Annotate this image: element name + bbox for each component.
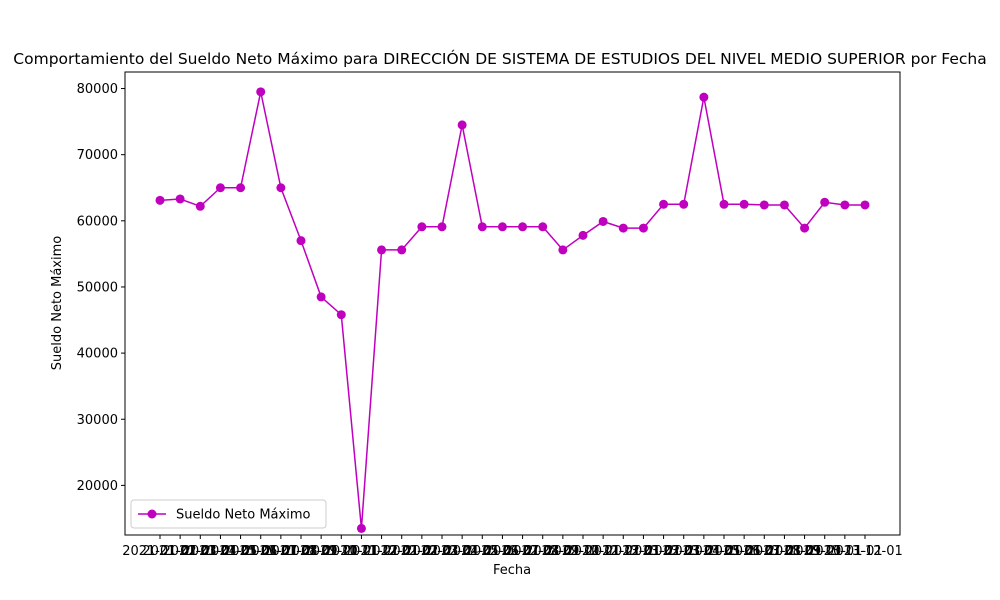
x-tick-label: 2021-09-01 <box>283 544 359 559</box>
data-point <box>356 523 366 533</box>
data-point <box>497 222 507 232</box>
x-tick-label: 2023-10-01 <box>787 544 863 559</box>
x-tick-label: 2021-08-01 <box>263 544 339 559</box>
data-point <box>417 222 427 232</box>
x-tick-label: 2022-11-01 <box>565 544 641 559</box>
data-point <box>195 201 205 211</box>
legend-label: Sueldo Neto Máximo <box>176 508 310 523</box>
x-tick-label: 2022-05-01 <box>445 544 521 559</box>
data-point <box>820 197 830 207</box>
x-tick-label: 2023-03-01 <box>646 544 722 559</box>
y-tick-label: 60000 <box>77 214 118 229</box>
data-point <box>155 195 165 205</box>
x-tick-label: 2022-10-01 <box>545 544 621 559</box>
x-tick-label: 2023-04-01 <box>666 544 742 559</box>
y-tick-label: 20000 <box>77 479 118 494</box>
series-layer <box>155 87 870 533</box>
plot-frame <box>124 71 901 536</box>
x-tick-label: 2021-07-01 <box>243 544 319 559</box>
x-tick-label: 2023-09-01 <box>767 544 843 559</box>
x-axis-label: Fecha <box>493 563 531 578</box>
x-tick-label: 2022-08-01 <box>505 544 581 559</box>
x-tick-label: 2023-02-01 <box>626 544 702 559</box>
data-point <box>759 200 769 210</box>
data-point <box>679 199 689 209</box>
data-point <box>558 245 568 255</box>
data-point <box>719 199 729 209</box>
legend-box <box>130 499 327 529</box>
x-tick-label: 2022-02-01 <box>384 544 460 559</box>
x-tick-label: 2021-02-01 <box>142 544 218 559</box>
data-point <box>800 223 810 233</box>
x-axis: 2021-01-012021-02-012021-03-012021-04-01… <box>122 535 903 559</box>
data-point <box>618 223 628 233</box>
y-tick-label: 30000 <box>77 413 118 428</box>
data-point <box>598 216 608 226</box>
x-tick-label: 2023-01-01 <box>606 544 682 559</box>
x-tick-label: 2021-04-01 <box>183 544 259 559</box>
x-tick-label: 2023-12-01 <box>827 544 903 559</box>
x-tick-label: 2022-06-01 <box>465 544 541 559</box>
x-tick-label: 2021-10-01 <box>304 544 380 559</box>
data-point <box>518 222 528 232</box>
data-point <box>860 200 870 210</box>
chart-title: Comportamiento del Sueldo Neto Máximo pa… <box>13 49 986 68</box>
x-tick-label: 2021-05-01 <box>203 544 279 559</box>
x-tick-label: 2022-12-01 <box>586 544 662 559</box>
x-tick-label: 2021-12-01 <box>344 544 420 559</box>
data-point <box>739 199 749 209</box>
data-point <box>316 292 326 302</box>
data-point <box>276 183 286 193</box>
data-point <box>659 199 669 209</box>
data-point <box>538 222 548 232</box>
x-tick-label: 2023-08-01 <box>747 544 823 559</box>
y-axis: 20000 30000 40000 50000 60000 70000 80000 <box>77 82 125 494</box>
x-tick-label: 2021-11-01 <box>324 544 400 559</box>
data-point <box>175 194 185 204</box>
data-point <box>638 223 648 233</box>
y-tick-label: 40000 <box>77 347 118 362</box>
data-point <box>437 222 447 232</box>
y-tick-label: 70000 <box>77 148 118 163</box>
x-tick-label: 2023-05-01 <box>686 544 762 559</box>
data-point <box>779 200 789 210</box>
y-axis-label: Sueldo Neto Máximo <box>50 236 65 370</box>
x-tick-label: 2023-07-01 <box>727 544 803 559</box>
data-point <box>236 183 246 193</box>
x-tick-label: 2022-09-01 <box>525 544 601 559</box>
x-tick-label: 2023-11-01 <box>807 544 883 559</box>
data-point <box>296 236 306 246</box>
x-tick-label: 2021-06-01 <box>223 544 299 559</box>
series-line <box>159 91 865 529</box>
data-point <box>215 183 225 193</box>
x-tick-label: 2021-01-01 <box>122 544 198 559</box>
legend: Sueldo Neto Máximo <box>130 499 327 529</box>
data-point <box>457 120 467 130</box>
data-point <box>699 92 709 102</box>
legend-marker <box>147 509 157 519</box>
x-tick-label: 2022-04-01 <box>424 544 500 559</box>
data-point <box>256 87 266 97</box>
data-point <box>377 245 387 255</box>
data-point <box>840 200 850 210</box>
y-tick-label: 50000 <box>77 280 118 295</box>
data-point <box>477 222 487 232</box>
x-tick-label: 2021-03-01 <box>163 544 239 559</box>
data-point <box>578 230 588 240</box>
x-tick-label: 2022-03-01 <box>404 544 480 559</box>
x-tick-label: 2023-06-01 <box>706 544 782 559</box>
x-tick-label: 2022-01-01 <box>364 544 440 559</box>
x-tick-label: 2022-07-01 <box>485 544 561 559</box>
data-point <box>336 310 346 320</box>
y-tick-label: 80000 <box>77 82 118 97</box>
data-point <box>397 245 407 255</box>
